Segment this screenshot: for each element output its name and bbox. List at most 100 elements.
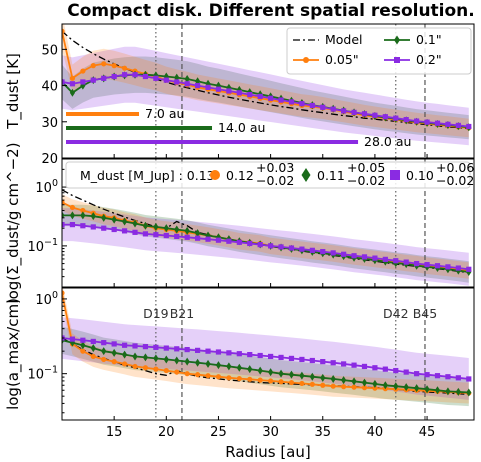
data-point xyxy=(236,351,242,357)
data-point xyxy=(455,122,461,129)
series-line xyxy=(62,223,469,271)
mass-legend-box xyxy=(65,161,471,189)
data-point xyxy=(309,102,315,109)
data-point xyxy=(90,224,96,230)
data-point xyxy=(153,75,159,81)
data-point xyxy=(163,232,169,239)
y-tick-label: 40 xyxy=(41,80,58,95)
data-point xyxy=(184,226,190,235)
data-point xyxy=(351,384,357,390)
data-point xyxy=(184,234,190,240)
gap-label: D19 xyxy=(143,306,169,321)
data-point xyxy=(90,344,96,353)
data-point xyxy=(62,222,65,228)
data-point xyxy=(153,354,159,363)
data-point xyxy=(142,231,149,237)
series-line xyxy=(62,339,469,394)
y-axis-label: log(a_max/cm) xyxy=(4,298,23,410)
x-tick-label: 40 xyxy=(367,425,384,440)
data-point xyxy=(62,28,65,34)
data-point xyxy=(90,212,96,221)
data-point xyxy=(236,90,242,96)
data-point xyxy=(330,250,336,256)
data-point xyxy=(278,379,284,385)
x-tick-label: 25 xyxy=(210,425,227,440)
data-point xyxy=(142,365,149,371)
data-point xyxy=(288,355,295,362)
data-point xyxy=(111,73,117,80)
data-point xyxy=(403,369,409,375)
data-point xyxy=(121,361,128,367)
data-point xyxy=(62,79,65,85)
data-point xyxy=(215,361,222,370)
data-point xyxy=(163,224,169,233)
data-point xyxy=(80,79,86,85)
data-point xyxy=(163,345,169,351)
data-point xyxy=(215,374,222,380)
data-point xyxy=(111,341,117,347)
data-point xyxy=(111,63,117,69)
data-point xyxy=(361,111,368,117)
legend-label: Model xyxy=(325,32,363,47)
y-tick-label: 10−1 xyxy=(27,237,58,255)
resolution-label: 14.0 au xyxy=(218,120,265,135)
data-point xyxy=(278,369,284,378)
data-point xyxy=(466,388,472,397)
data-point xyxy=(184,357,190,366)
data-point xyxy=(205,348,211,354)
plot-area xyxy=(62,288,472,420)
data-point xyxy=(466,123,472,130)
legend-box xyxy=(286,27,472,75)
data-point xyxy=(132,363,138,370)
mass-minus: −0.02 xyxy=(347,173,385,188)
data-point xyxy=(288,379,295,386)
data-point xyxy=(174,369,180,375)
data-point xyxy=(372,379,378,388)
temperature-panel: 20 30 40 50 T_dust [K] Model 0.1" 0.05" 0.2" 7.0 … xyxy=(4,23,475,167)
data-point xyxy=(236,363,242,372)
mass-value: 0.10 xyxy=(406,168,434,183)
data-point xyxy=(414,384,420,393)
data-point xyxy=(424,372,430,378)
data-point xyxy=(121,342,128,348)
data-point xyxy=(101,340,107,346)
data-point xyxy=(445,121,451,127)
axes-frame xyxy=(61,158,475,288)
uncertainty-band xyxy=(62,326,469,407)
legend-label: 0.1" xyxy=(416,32,442,47)
data-point xyxy=(424,385,430,394)
data-point xyxy=(184,346,190,353)
data-point xyxy=(330,360,336,366)
data-point xyxy=(434,120,441,126)
legend-marker xyxy=(394,57,400,63)
data-point xyxy=(393,367,399,374)
series-line xyxy=(62,292,469,394)
plot-area xyxy=(62,159,472,287)
axes-frame xyxy=(61,287,475,421)
data-point xyxy=(80,348,86,354)
data-point xyxy=(69,204,76,211)
data-point xyxy=(341,376,347,385)
chart-title: Compact disk. Different spatial resoluti… xyxy=(67,1,475,21)
uncertainty-band xyxy=(62,24,469,138)
data-point xyxy=(194,358,201,367)
series-line xyxy=(62,73,469,128)
mass-marker xyxy=(301,168,311,182)
data-point xyxy=(101,356,107,363)
data-point xyxy=(299,101,305,107)
data-point xyxy=(174,79,180,85)
data-point xyxy=(382,381,388,390)
y-tick-label: 10−1 xyxy=(27,365,58,383)
plot-area xyxy=(62,24,472,158)
data-point xyxy=(111,215,117,224)
data-point xyxy=(393,258,399,264)
data-point xyxy=(90,353,96,360)
resolution-label: 7.0 au xyxy=(145,106,184,121)
data-point xyxy=(174,233,180,239)
data-point xyxy=(62,290,65,296)
data-point xyxy=(393,382,399,391)
data-point xyxy=(268,243,274,249)
data-point xyxy=(121,228,128,234)
data-point xyxy=(372,365,378,371)
